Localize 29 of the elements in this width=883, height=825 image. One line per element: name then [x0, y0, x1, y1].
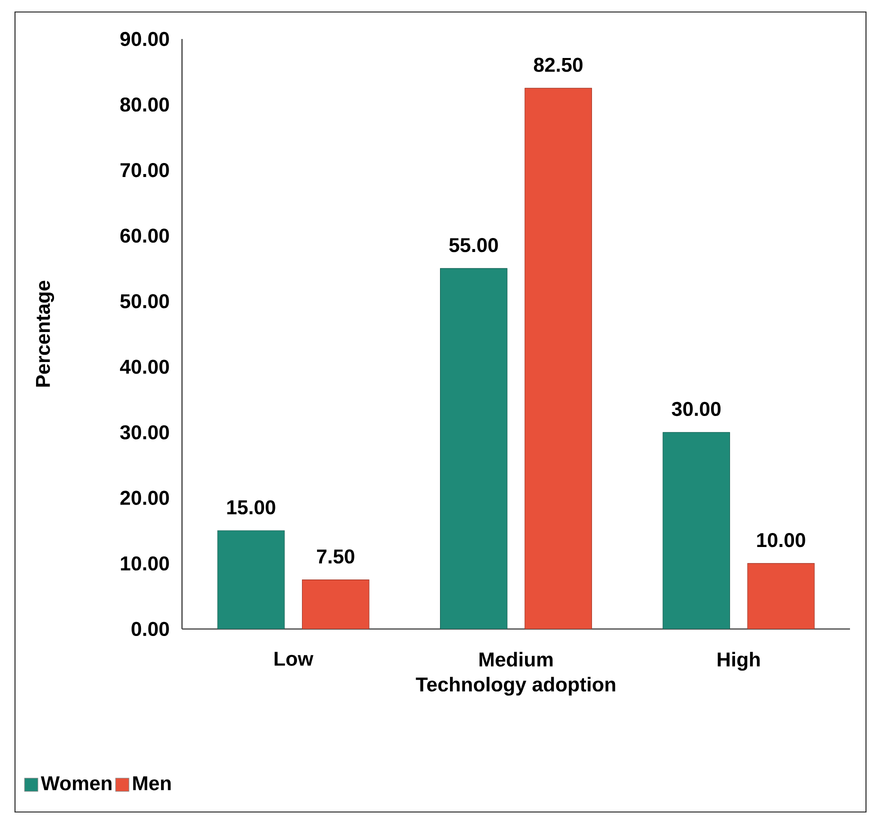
bar	[302, 580, 370, 629]
data-label: 82.50	[534, 58, 582, 72]
y-tick-label: 20.00	[120, 490, 169, 505]
y-axis-title: Percentage	[36, 280, 54, 387]
data-label: 7.50	[317, 549, 354, 564]
y-tick-label: 50.00	[120, 294, 169, 308]
bar	[524, 88, 592, 629]
y-tick-label: 80.00	[120, 97, 169, 112]
legend-label: Women	[40, 776, 112, 790]
x-tick-label: High	[718, 652, 760, 671]
bar	[217, 530, 285, 629]
y-tick-label: 70.00	[120, 163, 169, 178]
data-label: 10.00	[757, 533, 806, 548]
y-tick-label: 40.00	[120, 360, 169, 374]
bar	[440, 268, 508, 629]
x-axis-title: Technology adoption	[416, 676, 616, 696]
y-tick-label: 30.00	[120, 425, 169, 440]
data-label: 30.00	[672, 402, 721, 416]
bar	[747, 563, 815, 629]
bar	[662, 432, 730, 629]
y-tick-label: 60.00	[120, 228, 169, 243]
x-tick-label: Low	[274, 652, 314, 666]
x-tick-label: Medium	[480, 652, 553, 667]
legend-label: Men	[133, 776, 171, 790]
y-tick-label: 10.00	[120, 556, 169, 571]
y-tick-label: 90.00	[120, 32, 169, 46]
data-label: 55.00	[449, 238, 498, 252]
data-label: 15.00	[227, 500, 276, 514]
y-tick-label: 0.00	[132, 622, 169, 636]
